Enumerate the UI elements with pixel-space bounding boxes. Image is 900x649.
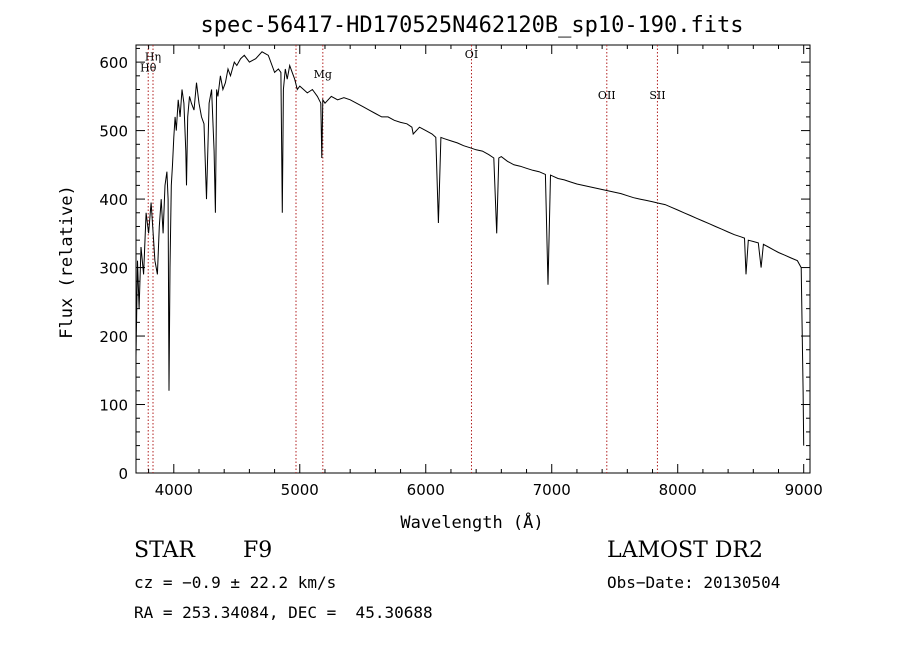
line-marker-label: Mg xyxy=(314,68,332,81)
x-axis-label: Wavelength (Å) xyxy=(400,511,543,533)
y-tick-label: 600 xyxy=(99,54,128,72)
y-tick-label: 300 xyxy=(99,260,128,278)
x-tick-label: 4000 xyxy=(155,481,193,499)
y-tick-label: 100 xyxy=(99,397,128,415)
x-tick-label: 5000 xyxy=(281,481,319,499)
plot-frame xyxy=(135,44,811,474)
coordinates: RA = 253.34084, DEC = 45.30688 xyxy=(134,603,433,622)
x-tick-label: 6000 xyxy=(407,481,445,499)
x-tick-label: 9000 xyxy=(785,481,823,499)
spectrum-line xyxy=(135,51,805,446)
observation-date: Obs−Date: 20130504 xyxy=(607,573,781,592)
y-tick-label: 200 xyxy=(99,328,128,346)
chart-title: spec-56417-HD170525N462120B_sp10-190.fit… xyxy=(200,13,743,38)
y-tick-label: 0 xyxy=(118,465,128,483)
line-marker-label: Hη xyxy=(145,51,161,64)
y-tick-label: 400 xyxy=(99,191,128,209)
x-tick-label: 8000 xyxy=(659,481,697,499)
line-marker-label: OI xyxy=(465,48,478,61)
x-tick-label: 7000 xyxy=(533,481,571,499)
object-type: STAR xyxy=(134,538,195,563)
axis-ticks: 4000 5000 6000 7000 8000 9000 0 100 200 300 400 500… xyxy=(99,45,823,499)
y-axis-label: Flux (relative) xyxy=(57,185,77,339)
survey-release: LAMOST DR2 xyxy=(607,538,763,563)
redshift-velocity: cz = −0.9 ± 22.2 km/s xyxy=(134,573,337,592)
y-tick-label: 500 xyxy=(99,123,128,141)
spectral-subclass: F9 xyxy=(243,538,273,563)
line-marker-label: Hθ xyxy=(140,62,157,75)
line-marker-label: SII xyxy=(649,89,665,102)
line-marker-label: OII xyxy=(598,89,616,102)
